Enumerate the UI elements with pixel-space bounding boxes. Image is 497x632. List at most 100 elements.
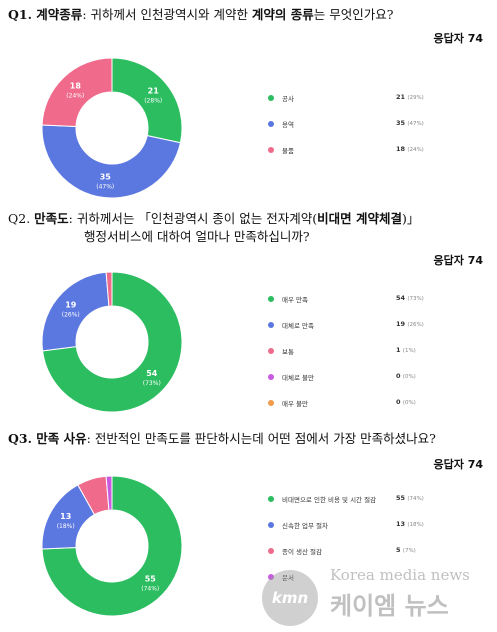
chart-legend-1: 공사 21 (29%) 용역 35 (47%) 물품 18 (24%) xyxy=(268,92,438,170)
legend-count: 21 xyxy=(396,93,408,101)
legend-value: 35 (47%) xyxy=(396,119,424,127)
legend-value: 1 (1%) xyxy=(396,346,416,354)
legend-count: 18 xyxy=(396,145,408,153)
legend-percent: (74%) xyxy=(407,496,424,502)
slice-value-label: 55 xyxy=(145,575,157,584)
legend-marker xyxy=(268,400,274,406)
slice-value-label: 13 xyxy=(60,512,71,521)
legend-marker xyxy=(268,522,274,528)
slice-percent-label: (26%) xyxy=(62,312,80,319)
legend-item: 신속한 업무 절차 13 (18%) xyxy=(268,519,438,545)
legend-marker xyxy=(268,95,274,101)
legend-value: 54 (73%) xyxy=(396,294,424,302)
slice-percent-label: (18%) xyxy=(57,523,75,530)
legend-item: 대체로 불만 0 (0%) xyxy=(268,371,438,397)
question-title: Q3. 만족 사유: 전반적인 만족도를 판단하시는데 어떤 점에서 가장 만족… xyxy=(8,430,436,448)
legend-count: 1 xyxy=(396,346,403,354)
legend-percent: (24%) xyxy=(407,147,424,153)
question-title: Q2. 만족도: 귀하께서는 「인천광역시 종이 없는 전자계약(비대면 계약체… xyxy=(8,210,419,246)
chart-legend-2: 매우 만족 54 (73%) 대체로 만족 19 (26%) 보통 1 (1%) 대체로 불… xyxy=(268,293,438,423)
question-title-part: 만족 사유 xyxy=(36,431,87,446)
legend-marker xyxy=(268,147,274,153)
slice-value-label: 35 xyxy=(100,173,112,182)
legend-marker xyxy=(268,548,274,554)
legend-label: 공사 xyxy=(282,95,294,103)
donut-slice xyxy=(41,271,110,352)
slice-percent-label: (28%) xyxy=(144,98,162,105)
legend-value: 21 (29%) xyxy=(396,93,424,101)
legend-label: 신속한 업무 절차 xyxy=(282,522,328,530)
slice-value-label: 21 xyxy=(148,87,160,96)
chart-legend-3: 비대면으로 인한 비용 및 시간 절감 55 (74%) 신속한 업무 절차 13 (… xyxy=(268,493,438,597)
question-title-part: Q3. xyxy=(8,431,37,446)
legend-item: 공사 21 (29%) xyxy=(268,92,438,118)
legend-value: 55 (74%) xyxy=(396,494,424,502)
slice-percent-label: (47%) xyxy=(96,184,114,191)
legend-label: 매우 만족 xyxy=(282,296,308,304)
legend-percent: (47%) xyxy=(407,121,424,127)
slice-percent-label: (74%) xyxy=(141,586,159,593)
question-title-part: 는 무엇인가요? xyxy=(313,7,394,22)
slice-percent-label: (73%) xyxy=(143,380,161,387)
legend-percent: (7%) xyxy=(402,548,416,554)
question-subtitle: 행정서비스에 대하여 얼마나 만족하십니까? xyxy=(84,229,310,244)
legend-marker xyxy=(268,574,274,580)
donut-slice xyxy=(41,57,113,127)
legend-label: 용역 xyxy=(282,121,294,129)
legend-value: 0 (0%) xyxy=(396,372,416,380)
legend-value: 19 (26%) xyxy=(396,320,424,328)
slice-value-label: 54 xyxy=(146,369,158,378)
slice-value-label: 18 xyxy=(70,82,82,91)
question-section-1: Q1. 계약종류: 귀하께서 인천광역시와 계약한 계약의 종류는 무엇인가요?… xyxy=(0,0,497,199)
legend-label: 대체로 불만 xyxy=(282,374,314,382)
donut-chart-2: 54 (73%) 19 (26%) xyxy=(41,271,183,413)
legend-label: 매우 불만 xyxy=(282,400,308,408)
legend-label: 종이 생산 절감 xyxy=(282,548,323,556)
legend-value: 5 (7%) xyxy=(396,546,416,554)
donut-slice xyxy=(105,271,113,307)
legend-count: 55 xyxy=(396,494,408,502)
donut-chart-3: 55 (74%) 13 (18%) xyxy=(41,475,183,617)
legend-label: 비대면으로 인한 비용 및 시간 절감 xyxy=(282,496,377,504)
legend-count: 19 xyxy=(396,320,408,328)
donut-slice xyxy=(111,57,183,144)
legend-label: 보통 xyxy=(282,348,294,356)
legend-marker xyxy=(268,121,274,127)
legend-count: 0 xyxy=(396,398,403,406)
legend-marker xyxy=(268,296,274,302)
legend-percent: (0%) xyxy=(402,400,416,406)
legend-value: 18 (24%) xyxy=(396,145,424,153)
legend-item: 대체로 만족 19 (26%) xyxy=(268,319,438,345)
respondents-count: 응답자 74 xyxy=(433,32,484,45)
legend-label: 물품 xyxy=(282,147,294,155)
question-title-part: 계약종류 xyxy=(36,7,83,22)
donut-slice xyxy=(42,271,183,413)
legend-item: 용역 35 (47%) xyxy=(268,118,438,144)
question-title-part: )」 xyxy=(402,211,420,226)
question-title-part: : 전반적인 만족도를 판단하시는데 어떤 점에서 가장 만족하셨나요? xyxy=(86,431,436,446)
legend-marker xyxy=(268,496,274,502)
slice-value-label: 19 xyxy=(65,301,77,310)
legend-item: 물품 18 (24%) xyxy=(268,144,438,170)
respondents-count: 응답자 74 xyxy=(433,458,484,471)
legend-item: 매우 만족 54 (73%) xyxy=(268,293,438,319)
legend-marker xyxy=(268,374,274,380)
legend-count: 0 xyxy=(396,372,403,380)
legend-item: 비대면으로 인한 비용 및 시간 절감 55 (74%) xyxy=(268,493,438,519)
legend-percent: (1%) xyxy=(402,348,416,354)
question-section-2: Q2. 만족도: 귀하께서는 「인천광역시 종이 없는 전자계약(비대면 계약체… xyxy=(8,210,483,423)
legend-item: 매우 불만 0 (0%) xyxy=(268,397,438,423)
legend-count: 35 xyxy=(396,119,408,127)
legend-percent: (73%) xyxy=(407,296,424,302)
legend-count: 13 xyxy=(396,520,408,528)
question-title-part: 비대면 계약체결 xyxy=(317,211,402,226)
legend-percent: (0%) xyxy=(402,374,416,380)
legend-label: 문서 xyxy=(282,574,294,582)
question-title-part: Q2. xyxy=(8,211,35,226)
donut-chart-1: 21 (28%) 35 (47%) 18 (24%) xyxy=(41,57,183,199)
legend-percent: (26%) xyxy=(407,322,424,328)
question-title-part: Q1. xyxy=(8,7,37,22)
watermark-logo: kmn xyxy=(262,570,318,626)
slice-percent-label: (24%) xyxy=(66,93,84,100)
